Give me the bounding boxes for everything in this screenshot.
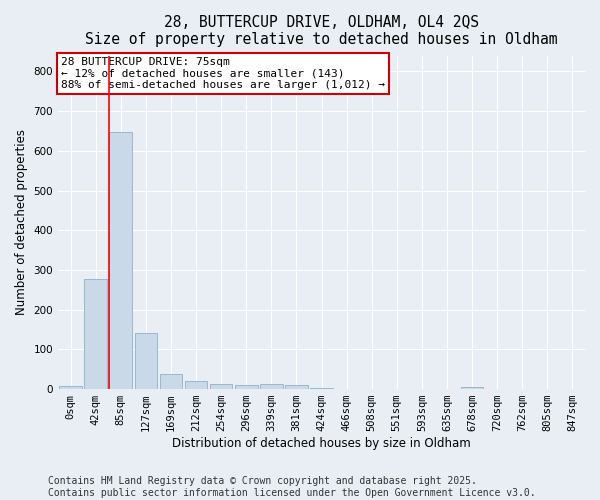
- Bar: [59, 386, 82, 389]
- X-axis label: Distribution of detached houses by size in Oldham: Distribution of detached houses by size …: [172, 437, 471, 450]
- Bar: [134, 334, 157, 389]
- Text: Contains HM Land Registry data © Crown copyright and database right 2025.
Contai: Contains HM Land Registry data © Crown c…: [48, 476, 536, 498]
- Bar: [235, 385, 257, 389]
- Bar: [260, 384, 283, 389]
- Bar: [461, 386, 484, 389]
- Bar: [210, 384, 232, 389]
- Bar: [109, 132, 132, 389]
- Bar: [310, 388, 333, 389]
- Bar: [85, 278, 107, 389]
- Bar: [160, 374, 182, 389]
- Y-axis label: Number of detached properties: Number of detached properties: [15, 130, 28, 316]
- Title: 28, BUTTERCUP DRIVE, OLDHAM, OL4 2QS
Size of property relative to detached house: 28, BUTTERCUP DRIVE, OLDHAM, OL4 2QS Siz…: [85, 15, 558, 48]
- Bar: [185, 381, 208, 389]
- Bar: [285, 385, 308, 389]
- Text: 28 BUTTERCUP DRIVE: 75sqm
← 12% of detached houses are smaller (143)
88% of semi: 28 BUTTERCUP DRIVE: 75sqm ← 12% of detac…: [61, 57, 385, 90]
